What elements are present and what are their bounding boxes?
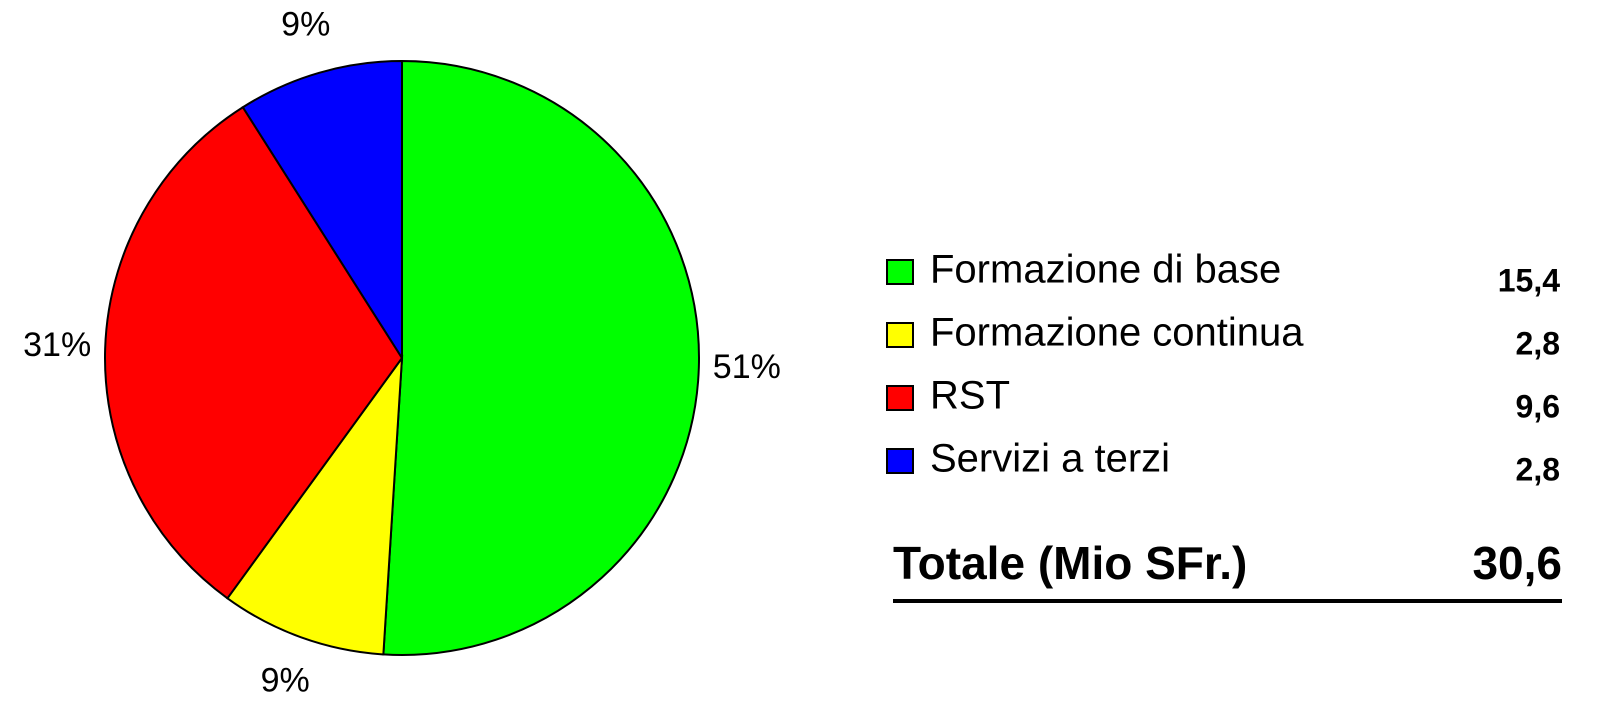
amount: 2,8: [1516, 451, 1560, 487]
pie-slice: [241, 59, 403, 362]
slice-label: 31%: [23, 326, 91, 364]
slice-label: 9%: [261, 662, 310, 700]
slice-label: 9%: [281, 6, 330, 44]
legend-swatch: [886, 448, 914, 474]
legend-label: Formazione di base: [930, 248, 1281, 292]
legend-label: RST: [930, 374, 1010, 418]
legend-swatch: [886, 322, 914, 348]
amount: 9,6: [1516, 388, 1560, 424]
total-label: Totale (Mio SFr.): [893, 537, 1247, 589]
amount: 15,4: [1498, 262, 1560, 298]
legend-label: Formazione continua: [930, 311, 1304, 355]
slice-label: 51%: [713, 348, 781, 386]
legend-swatch: [886, 259, 914, 285]
amount: 2,8: [1516, 325, 1560, 361]
pie-slice: [382, 59, 700, 656]
legend-label: Servizi a terzi: [930, 437, 1170, 481]
pie-slice: [104, 105, 404, 600]
legend-swatch: [886, 385, 914, 411]
pie-slice: [226, 354, 404, 656]
total-value: 30,6: [1472, 537, 1562, 589]
